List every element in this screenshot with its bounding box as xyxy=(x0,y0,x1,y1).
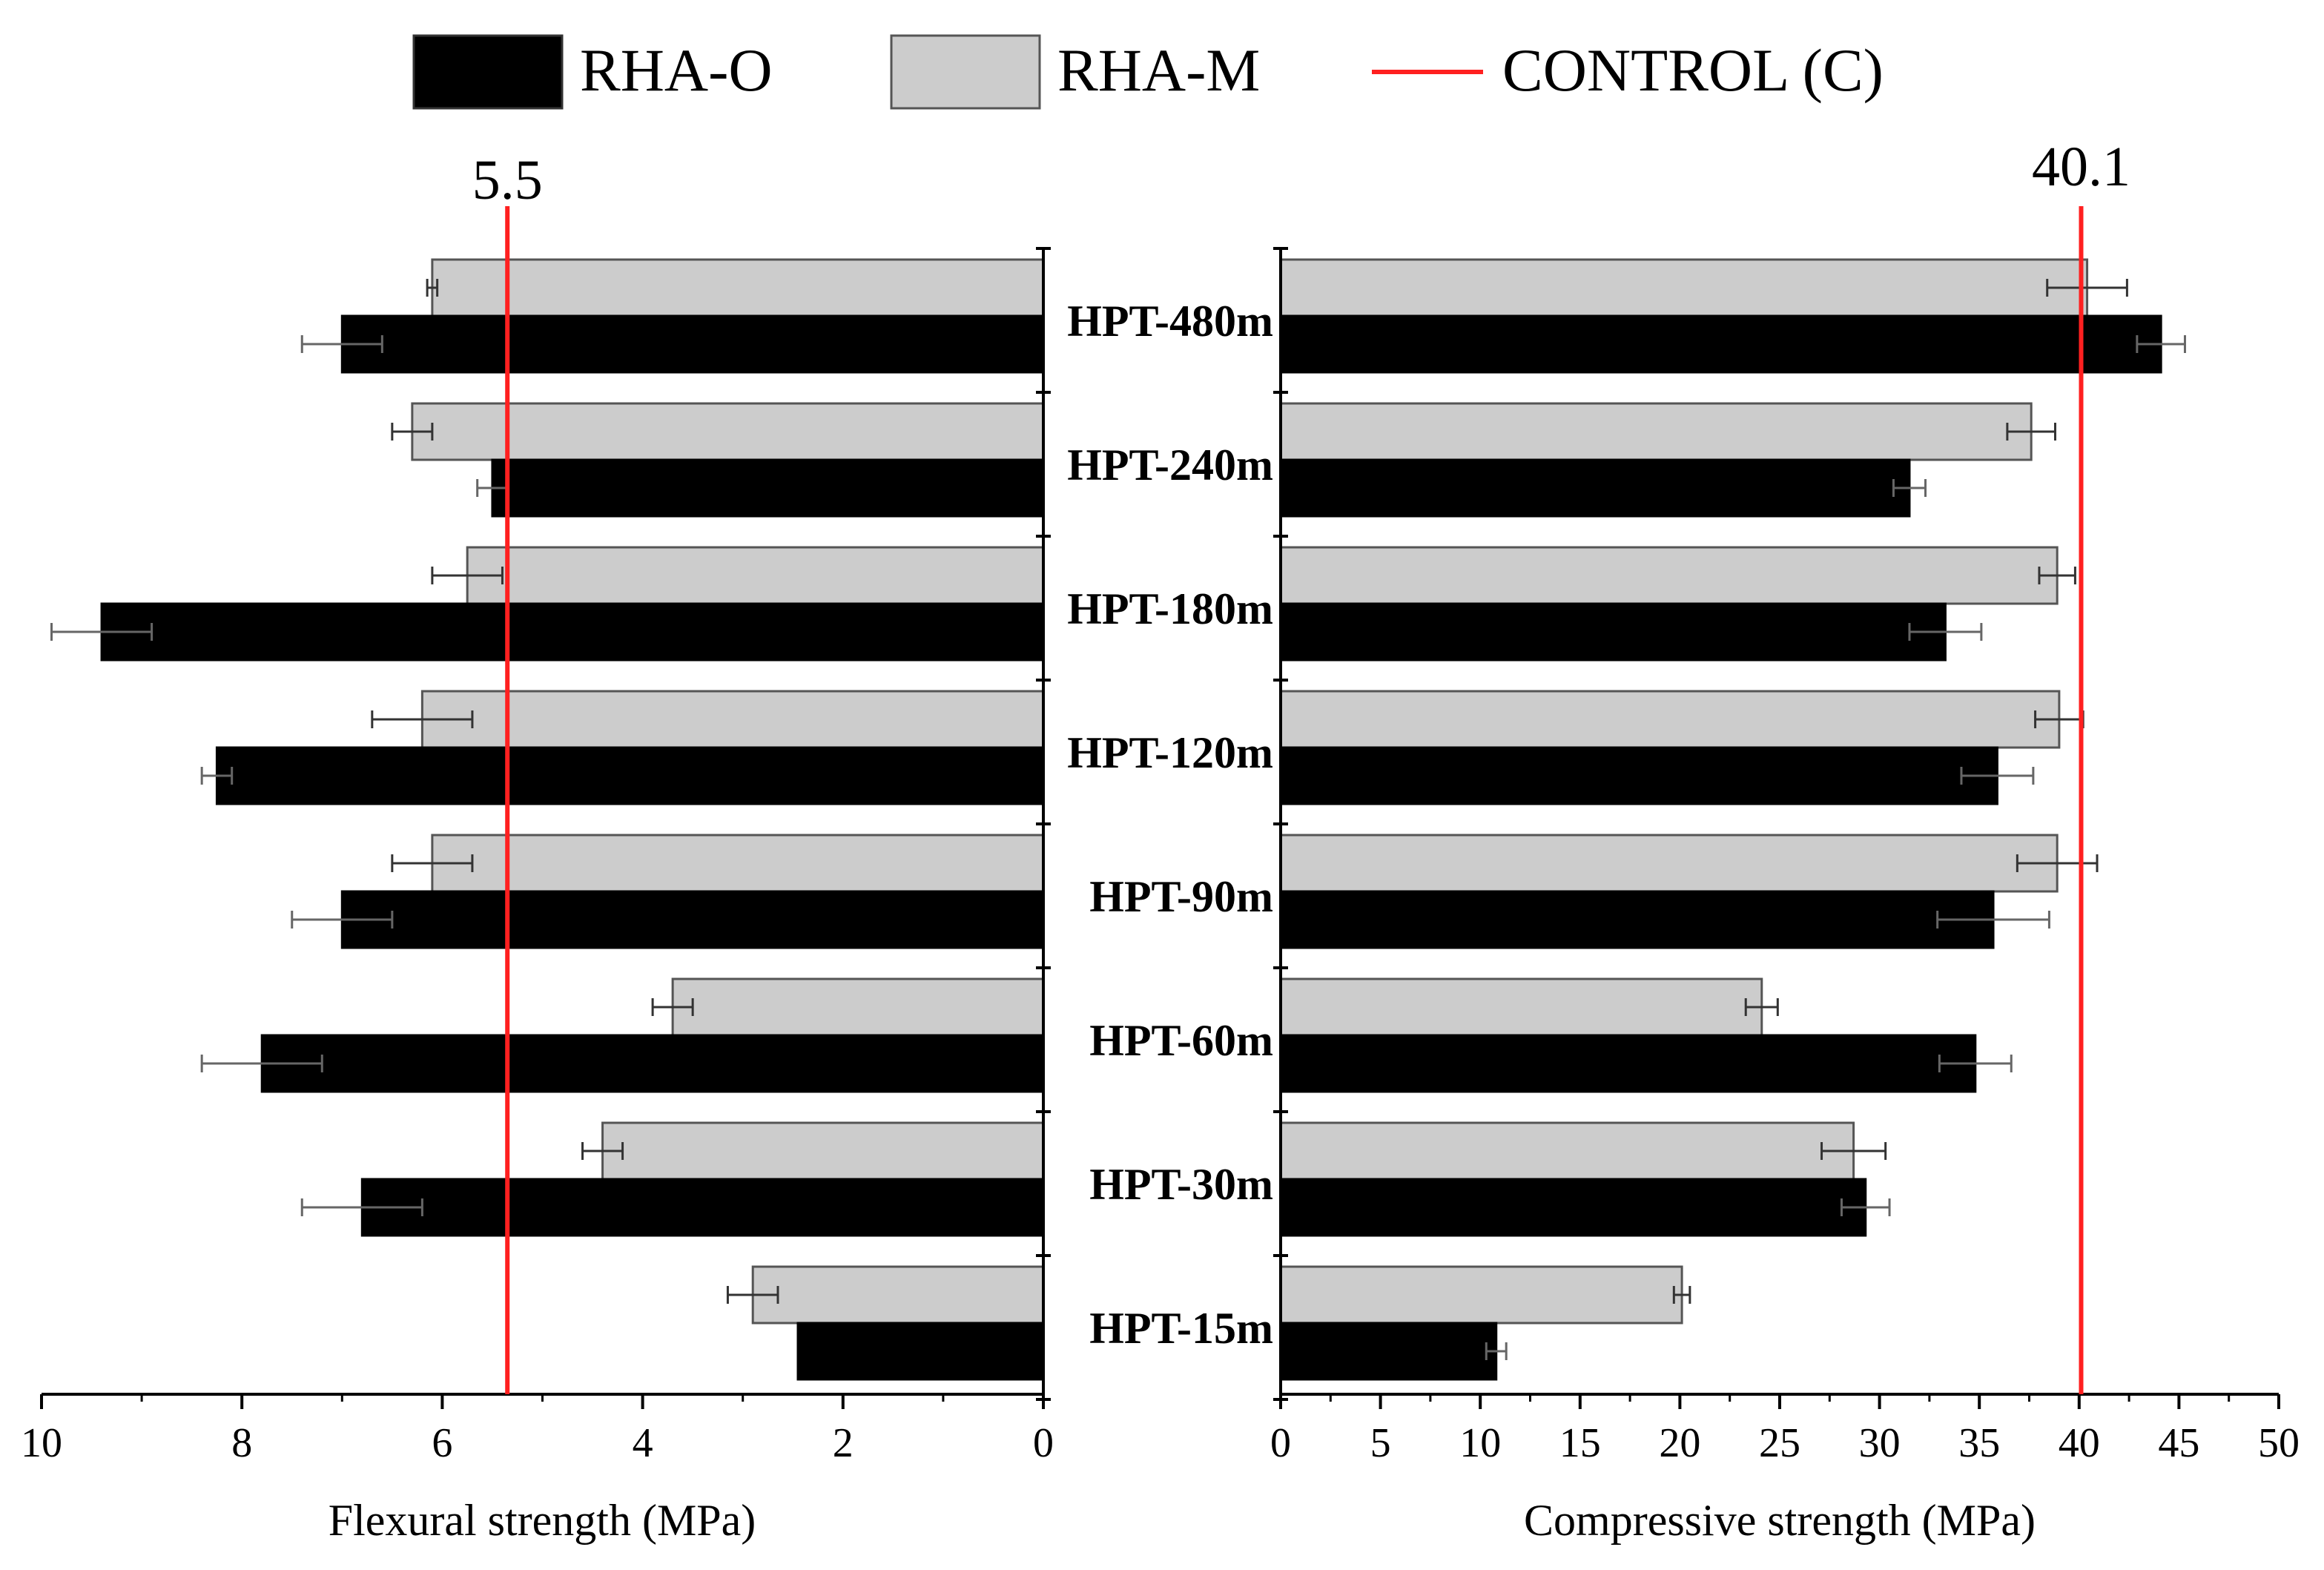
compressive-bar-rha-o-hpt-15m xyxy=(1279,1322,1498,1381)
compressive-bar-rha-m-hpt-30m xyxy=(1279,1121,1855,1181)
flexural-error-bar-rha-m-hpt-120m xyxy=(371,710,474,728)
compressive-error-bar-rha-o-hpt-180m xyxy=(1908,623,1983,641)
flexural-x-axis-label: Flexural strength (MPa) xyxy=(329,1496,756,1545)
compressive-x-tick-label: 40 xyxy=(2059,1420,2100,1466)
flexural-error-bar-rha-o-hpt-30m xyxy=(300,1198,423,1216)
compressive-error-bar-rha-o-hpt-15m xyxy=(1485,1342,1508,1360)
flexural-x-tick-label: 4 xyxy=(633,1420,653,1466)
compressive-x-tick-label: 20 xyxy=(1659,1420,1700,1466)
compressive-bar-rha-o-hpt-240m xyxy=(1279,458,1911,518)
category-label-hpt-120m: HPT-120m xyxy=(1067,728,1273,777)
legend-label-rha-o: RHA-O xyxy=(580,36,773,104)
category-labels: HPT-480m HPT-240m HPT-180m HPT-120m HPT-90m H… xyxy=(1067,297,1273,1353)
flexural-strength-panel: 10 8 6 4 2 0 5.5 Flexural strength (MPa) xyxy=(21,149,1054,1545)
compressive-error-bar-rha-m-hpt-30m xyxy=(1820,1142,1887,1160)
compressive-bar-rha-o-hpt-120m xyxy=(1279,746,1998,805)
flexural-error-bar-rha-m-hpt-90m xyxy=(391,854,474,872)
category-label-hpt-60m: HPT-60m xyxy=(1089,1016,1273,1065)
compressive-control-label: 40.1 xyxy=(2032,136,2130,198)
flexural-error-bar-rha-m-hpt-480m xyxy=(426,279,439,297)
flexural-x-tick-label: 0 xyxy=(1033,1420,1054,1466)
flexural-error-bar-rha-o-hpt-60m xyxy=(200,1055,323,1072)
category-label-hpt-30m: HPT-30m xyxy=(1089,1160,1273,1209)
category-label-hpt-90m: HPT-90m xyxy=(1089,872,1273,921)
flexural-bar-rha-o-hpt-60m xyxy=(260,1034,1045,1093)
compressive-bar-rha-m-hpt-480m xyxy=(1279,258,2089,317)
compressive-bar-rha-m-hpt-120m xyxy=(1279,690,2061,749)
compressive-error-bar-rha-m-hpt-240m xyxy=(2006,423,2056,441)
compressive-error-bar-rha-o-hpt-480m xyxy=(2136,335,2186,353)
flexural-x-tick-label: 2 xyxy=(833,1420,854,1466)
flexural-error-bar-rha-m-hpt-240m xyxy=(391,423,434,441)
flexural-bar-rha-m-hpt-30m xyxy=(601,1121,1045,1181)
flexural-bar-rha-m-hpt-15m xyxy=(751,1265,1045,1325)
compressive-x-tick-label: 15 xyxy=(1559,1420,1601,1466)
flexural-bar-rha-m-hpt-180m xyxy=(466,546,1045,605)
category-label-hpt-15m: HPT-15m xyxy=(1089,1304,1273,1353)
compressive-error-bar-rha-o-hpt-30m xyxy=(1840,1198,1891,1216)
compressive-error-bar-rha-m-hpt-90m xyxy=(2016,854,2099,872)
flexural-error-bar-rha-o-hpt-480m xyxy=(300,335,383,353)
category-label-hpt-180m: HPT-180m xyxy=(1067,584,1273,633)
flexural-error-bar-rha-o-hpt-90m xyxy=(291,911,394,929)
flexural-bar-rha-m-hpt-60m xyxy=(671,977,1045,1037)
legend: RHA-O RHA-M CONTROL (C) xyxy=(412,34,1884,110)
compressive-bar-rha-o-hpt-60m xyxy=(1279,1034,1977,1093)
flexural-error-bar-rha-o-hpt-120m xyxy=(200,767,234,785)
flexural-bar-rha-m-hpt-90m xyxy=(431,834,1045,893)
flexural-error-bar-rha-o-hpt-180m xyxy=(50,623,153,641)
compressive-x-tick-label: 35 xyxy=(1958,1420,2000,1466)
flexural-bar-rha-o-hpt-180m xyxy=(100,602,1045,662)
compressive-x-tick-label: 10 xyxy=(1459,1420,1501,1466)
flexural-x-tick-label: 8 xyxy=(231,1420,252,1466)
legend-swatch-rha-o xyxy=(412,34,564,110)
legend-label-rha-m: RHA-M xyxy=(1057,36,1260,104)
compressive-bar-rha-m-hpt-240m xyxy=(1279,402,2033,461)
compressive-error-bar-rha-o-hpt-60m xyxy=(1938,1055,2013,1072)
compressive-bar-rha-o-hpt-90m xyxy=(1279,890,1995,949)
flexural-error-bar-rha-m-hpt-180m xyxy=(431,567,504,584)
compressive-bar-rha-m-hpt-60m xyxy=(1279,977,1763,1037)
compressive-bar-rha-m-hpt-180m xyxy=(1279,546,2059,605)
compressive-x-tick-label: 30 xyxy=(1859,1420,1901,1466)
compressive-error-bar-rha-m-hpt-480m xyxy=(2046,279,2128,297)
compressive-x-tick-label: 0 xyxy=(1270,1420,1291,1466)
flexural-bar-rha-o-hpt-120m xyxy=(215,746,1045,805)
flexural-x-tick-label: 10 xyxy=(21,1420,62,1466)
flexural-error-bar-rha-m-hpt-30m xyxy=(581,1142,624,1160)
flexural-bar-rha-o-hpt-480m xyxy=(340,314,1045,374)
compressive-x-tick-label: 25 xyxy=(1759,1420,1800,1466)
flexural-error-bar-rha-m-hpt-60m xyxy=(651,998,694,1016)
flexural-bar-rha-o-hpt-90m xyxy=(340,890,1045,949)
compressive-error-bar-rha-m-hpt-60m xyxy=(1744,998,1779,1016)
compressive-bar-rha-m-hpt-90m xyxy=(1279,834,2059,893)
compressive-error-bar-rha-o-hpt-90m xyxy=(1936,911,2050,929)
flexural-bar-rha-m-hpt-120m xyxy=(420,690,1045,749)
flexural-bar-rha-o-hpt-240m xyxy=(491,458,1045,518)
compressive-error-bar-rha-o-hpt-120m xyxy=(1960,767,2035,785)
legend-label-control: CONTROL (C) xyxy=(1502,36,1884,104)
compressive-strength-panel: 0 5 10 15 20 25 30 35 40 45 50 40.1 Compressive st… xyxy=(1270,136,2300,1545)
compressive-x-axis-label: Compressive strength (MPa) xyxy=(1524,1496,2036,1545)
compressive-error-bar-rha-m-hpt-180m xyxy=(2038,567,2076,584)
compressive-bar-rha-o-hpt-480m xyxy=(1279,314,2162,374)
category-label-hpt-240m: HPT-240m xyxy=(1067,441,1273,489)
category-label-hpt-480m: HPT-480m xyxy=(1067,297,1273,346)
flexural-error-bar-rha-m-hpt-15m xyxy=(726,1286,779,1304)
flexural-bar-rha-o-hpt-30m xyxy=(360,1178,1045,1237)
flexural-x-tick-label: 6 xyxy=(432,1420,452,1466)
compressive-bar-rha-o-hpt-30m xyxy=(1279,1178,1867,1237)
flexural-control-label: 5.5 xyxy=(472,149,543,211)
legend-swatch-rha-m xyxy=(890,34,1041,110)
compressive-error-bar-rha-m-hpt-15m xyxy=(1672,1286,1691,1304)
compressive-bar-rha-o-hpt-180m xyxy=(1279,602,1947,662)
compressive-bar-rha-m-hpt-15m xyxy=(1279,1265,1683,1325)
compressive-x-tick-label: 5 xyxy=(1370,1420,1391,1466)
flexural-bar-rha-o-hpt-15m xyxy=(796,1322,1045,1381)
compressive-x-tick-label: 45 xyxy=(2158,1420,2199,1466)
flexural-bar-rha-m-hpt-480m xyxy=(431,258,1045,317)
compressive-x-tick-label: 50 xyxy=(2258,1420,2300,1466)
compressive-error-bar-rha-o-hpt-240m xyxy=(1892,479,1927,497)
